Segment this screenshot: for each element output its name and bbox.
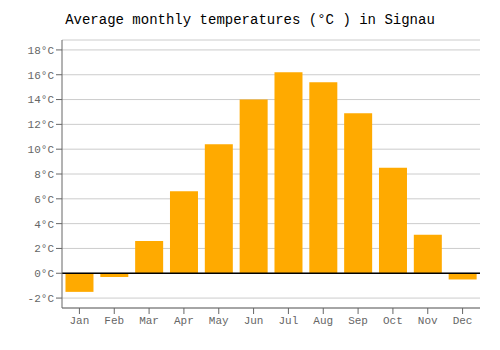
svg-text:Jul: Jul [279, 315, 299, 327]
svg-text:Aug: Aug [313, 315, 333, 327]
svg-text:0°C: 0°C [34, 268, 54, 280]
svg-text:Sep: Sep [348, 315, 368, 327]
svg-text:12°C: 12°C [28, 119, 55, 131]
svg-text:Oct: Oct [383, 315, 403, 327]
svg-text:14°C: 14°C [28, 94, 55, 106]
svg-text:16°C: 16°C [28, 70, 55, 82]
svg-text:Apr: Apr [174, 315, 194, 327]
svg-text:Jun: Jun [244, 315, 264, 327]
svg-text:Jan: Jan [70, 315, 90, 327]
svg-text:6°C: 6°C [34, 194, 54, 206]
svg-text:Mar: Mar [139, 315, 159, 327]
svg-text:18°C: 18°C [28, 45, 55, 57]
svg-text:May: May [209, 315, 229, 327]
svg-text:Feb: Feb [104, 315, 124, 327]
svg-text:Dec: Dec [453, 315, 473, 327]
svg-text:8°C: 8°C [34, 169, 54, 181]
svg-text:Nov: Nov [418, 315, 438, 327]
svg-text:10°C: 10°C [28, 144, 55, 156]
svg-text:2°C: 2°C [34, 243, 54, 255]
svg-text:4°C: 4°C [34, 219, 54, 231]
svg-text:-2°C: -2°C [28, 293, 55, 305]
html-text:Average monthly temperatures (: Average monthly temperatures (°C ) in Si… [65, 12, 435, 28]
